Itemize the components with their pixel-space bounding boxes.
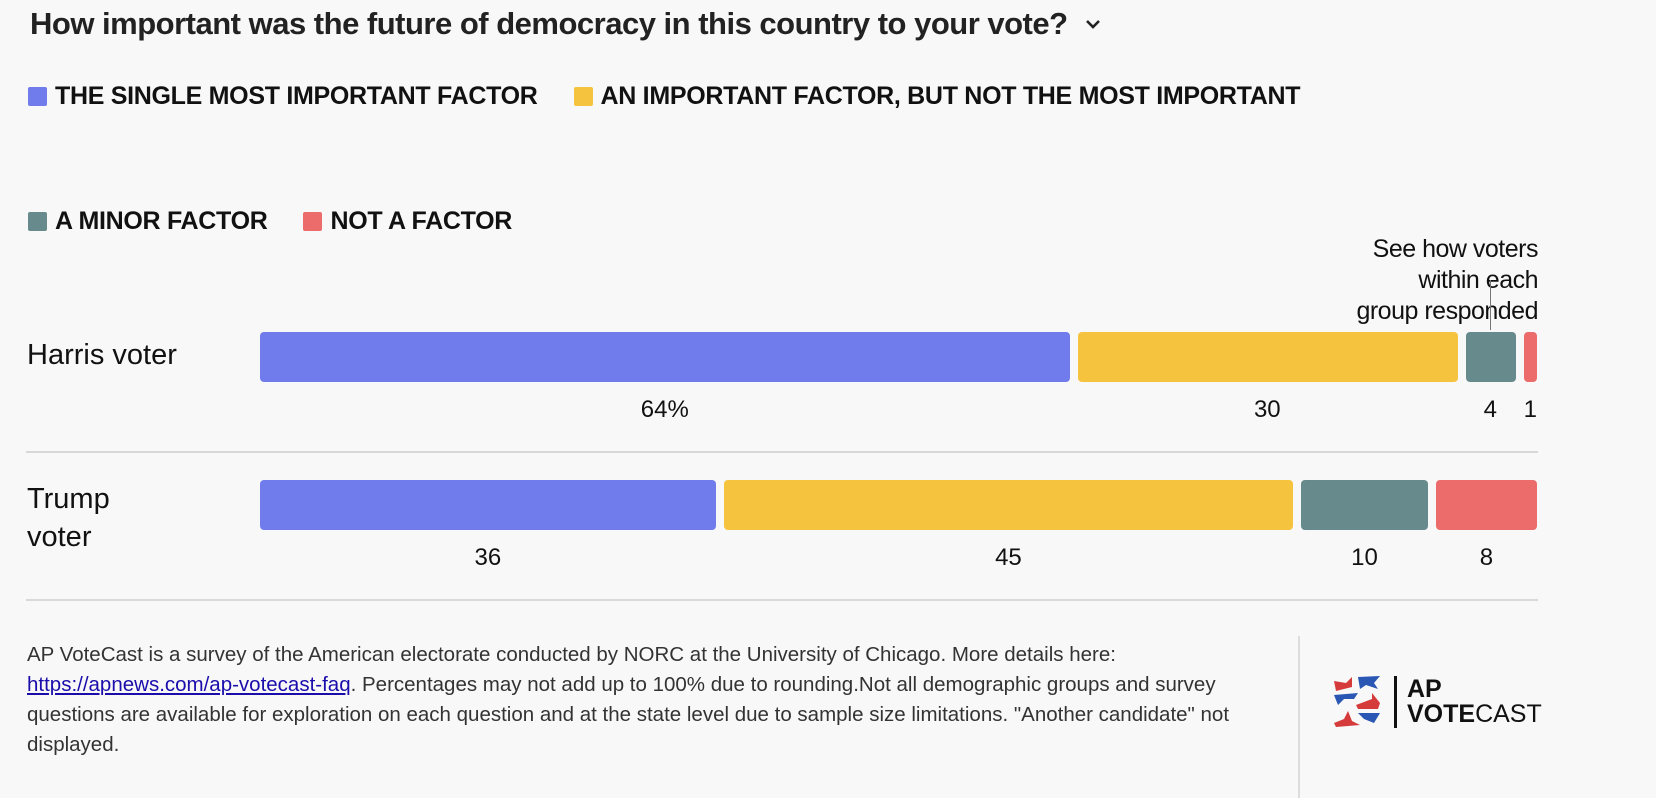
note-line: within each xyxy=(1418,266,1538,294)
ap-votecast-logo: AP VOTECAST xyxy=(1332,675,1542,729)
value-label: 1 xyxy=(1523,396,1537,423)
note-pointer xyxy=(1490,280,1491,330)
value-labels: 36 45 10 8 xyxy=(260,544,1537,572)
legend-item: THE SINGLE MOST IMPORTANT FACTOR xyxy=(28,82,538,111)
bar-segment[interactable] xyxy=(723,480,1294,530)
bar-segment[interactable] xyxy=(260,332,1071,382)
bar-row[interactable] xyxy=(260,480,1537,530)
legend-label: AN IMPORTANT FACTOR, BUT NOT THE MOST IM… xyxy=(600,82,1301,110)
value-label: 36 xyxy=(474,544,502,571)
legend-item: AN IMPORTANT FACTOR, BUT NOT THE MOST IM… xyxy=(573,82,1301,111)
bar-row[interactable] xyxy=(260,332,1537,382)
value-label: 4 xyxy=(1483,396,1498,423)
footnote: AP VoteCast is a survey of the American … xyxy=(27,640,1257,760)
legend-label: THE SINGLE MOST IMPORTANT FACTOR xyxy=(55,82,538,110)
bar-segment[interactable] xyxy=(1301,480,1428,530)
faq-link[interactable]: https://apnews.com/ap-votecast-faq xyxy=(27,673,351,696)
legend-label: A MINOR FACTOR xyxy=(55,207,268,235)
logo-line: CAST xyxy=(1475,700,1542,728)
chevron-down-icon[interactable] xyxy=(1084,15,1102,33)
footer-divider xyxy=(1298,636,1300,798)
logo-line: AP xyxy=(1407,675,1442,703)
bar-segment[interactable] xyxy=(1524,332,1537,382)
footnote-text: AP VoteCast is a survey of the American … xyxy=(27,643,1116,666)
legend-label: NOT A FACTOR xyxy=(330,207,513,235)
bar-segment[interactable] xyxy=(1078,332,1458,382)
stars-icon xyxy=(1334,676,1380,727)
note-line: group responded xyxy=(1356,297,1538,325)
value-labels: 64% 30 4 1 xyxy=(260,396,1537,424)
value-label: 45 xyxy=(995,544,1022,571)
bar-segment[interactable] xyxy=(1435,480,1537,530)
legend-swatch xyxy=(303,212,323,231)
legend-swatch xyxy=(28,212,47,231)
note-line: See how voters xyxy=(1372,235,1539,263)
group-response-note: See how voters within each group respond… xyxy=(1356,234,1538,327)
row-label: Trump voter xyxy=(27,483,110,553)
legend-item: NOT A FACTOR xyxy=(303,207,512,236)
value-label: 64% xyxy=(640,396,689,423)
legend-swatch xyxy=(573,87,593,106)
chart-title-dropdown[interactable]: How important was the future of democrac… xyxy=(30,6,1102,42)
legend-item: A MINOR FACTOR xyxy=(28,207,268,236)
logo-line: VOTE xyxy=(1407,700,1476,728)
value-label: 30 xyxy=(1253,396,1281,423)
footnote-text: . Percentages may not add up to 100% due… xyxy=(27,673,1230,756)
bar-segment[interactable] xyxy=(260,480,716,530)
logo-divider xyxy=(1394,676,1397,728)
logo-text: AP VOTECAST xyxy=(1407,677,1542,727)
row-label: Harris voter xyxy=(27,339,177,371)
legend-swatch xyxy=(28,87,47,106)
legend: THE SINGLE MOST IMPORTANT FACTOR AN IMPOR… xyxy=(28,82,1528,236)
value-label: 8 xyxy=(1479,544,1494,571)
chart-title: How important was the future of democrac… xyxy=(30,6,1068,41)
row-divider xyxy=(26,451,1538,453)
value-label: 10 xyxy=(1351,544,1378,571)
bar-segment[interactable] xyxy=(1465,332,1517,382)
row-divider xyxy=(26,599,1538,601)
